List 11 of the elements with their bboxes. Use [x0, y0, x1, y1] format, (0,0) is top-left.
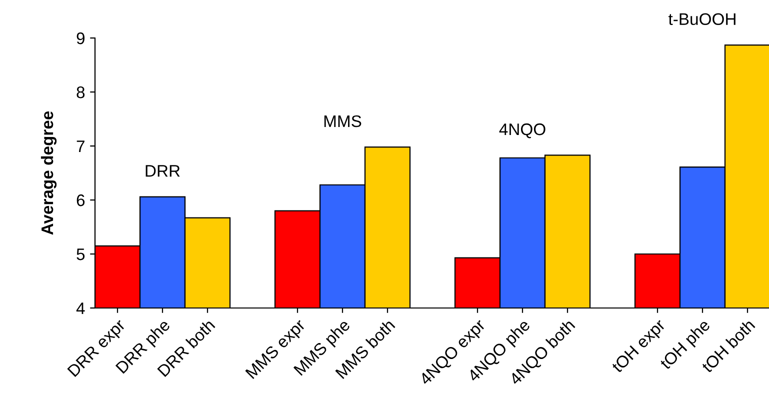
text: t-BuOOH [668, 13, 736, 26]
annotation: 4NQO [499, 123, 546, 138]
y-tick-label: 4 [76, 302, 85, 314]
y-axis-title: Average degree [40, 111, 57, 235]
y-tick-label: 5 [76, 248, 85, 260]
y-tick-label: 8 [76, 86, 85, 98]
annotation: DRR [146, 165, 180, 177]
y-tick-label: 7 [76, 140, 84, 152]
annotation: MMS [324, 115, 362, 128]
y-tick-label: 9 [76, 32, 84, 44]
y-tick-label: 6 [76, 194, 85, 206]
